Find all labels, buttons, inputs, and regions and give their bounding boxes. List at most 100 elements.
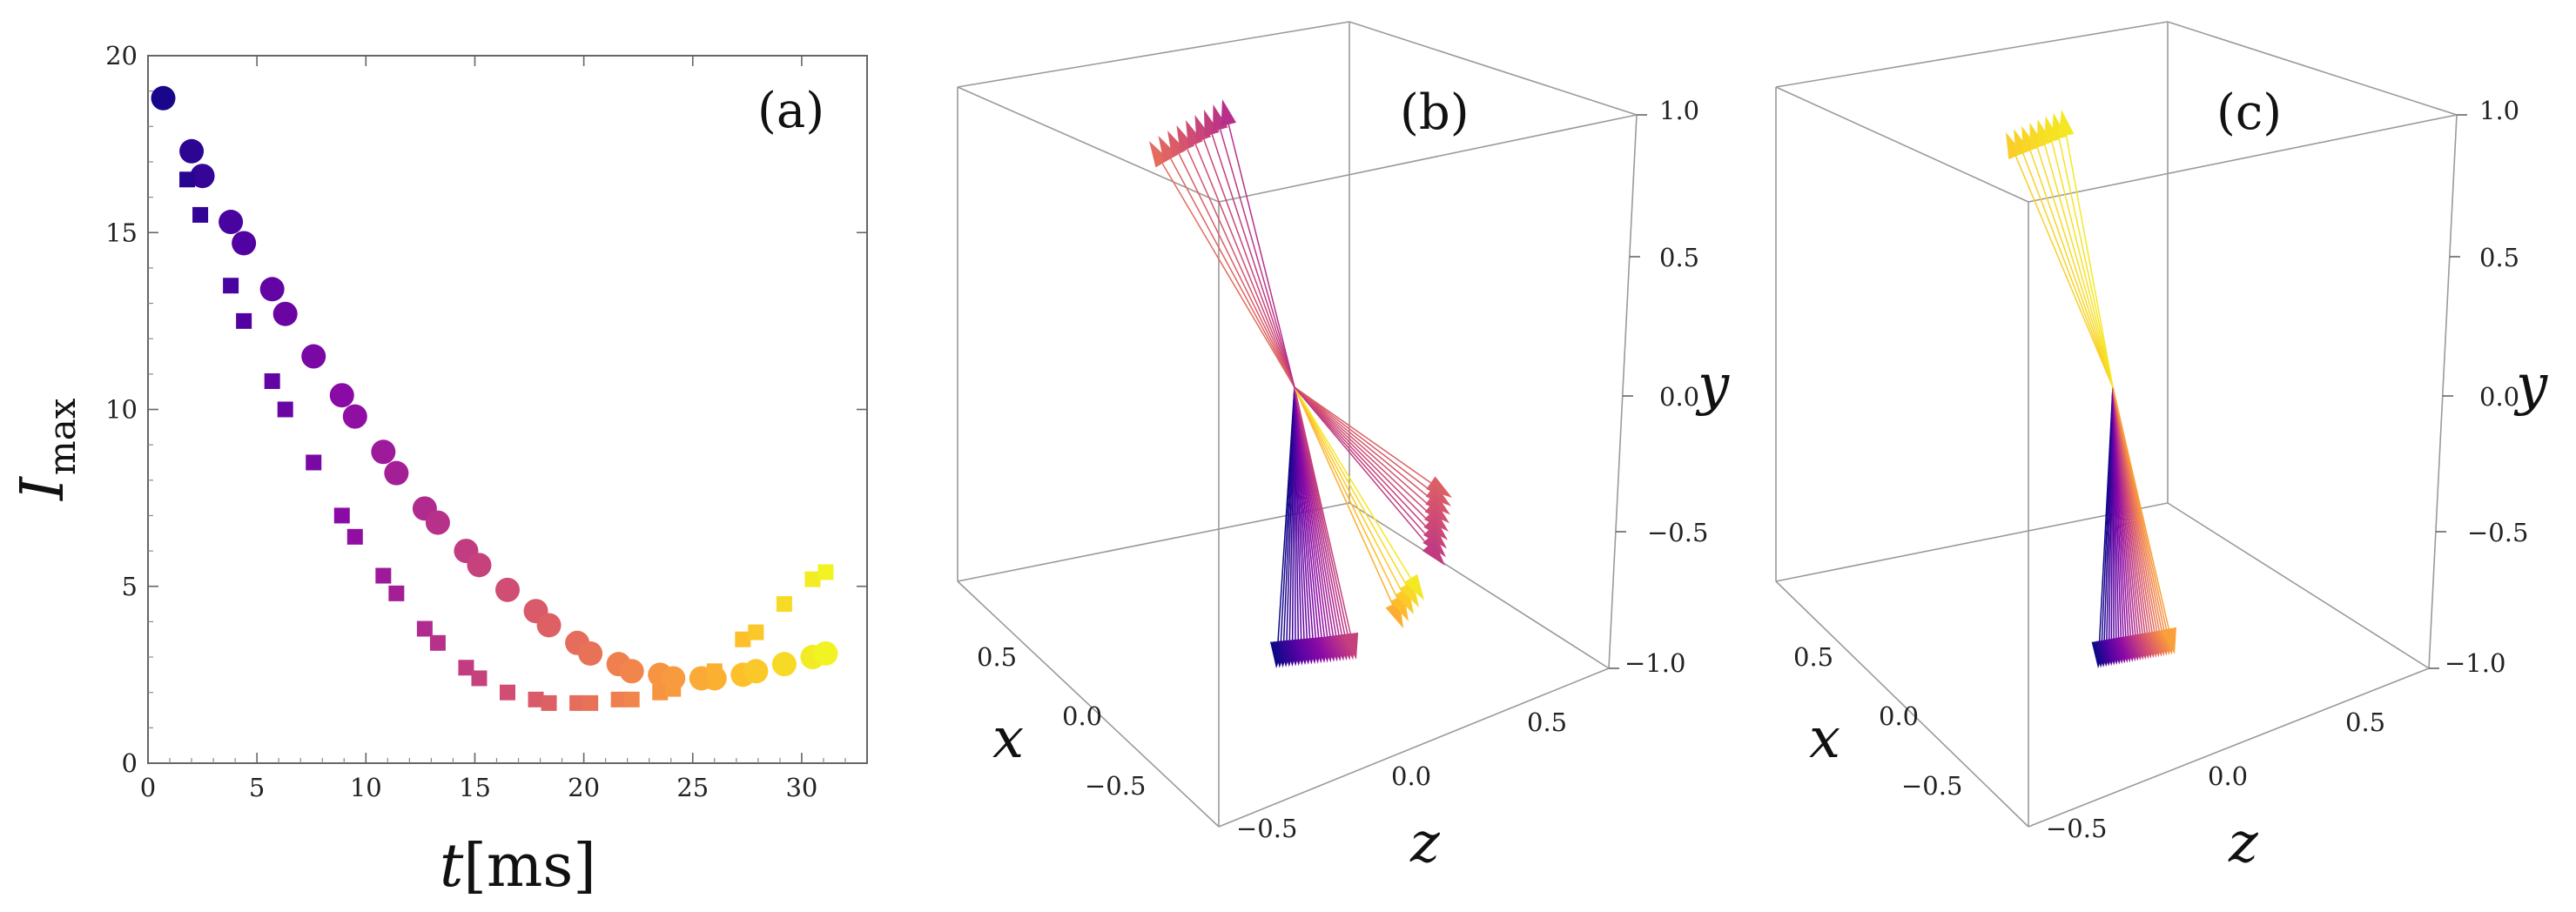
circle-point	[342, 404, 367, 429]
square-point	[236, 312, 252, 329]
panel-c-x-axis-title: x	[1809, 707, 1840, 771]
panel-a-label: (a)	[757, 83, 824, 139]
circle-point	[813, 640, 838, 666]
panel-c-box	[1775, 21, 2458, 828]
x-tick-label: 0	[140, 773, 156, 802]
panel-b: (b) 1.0 0.5 0.0 −0.5 −1.0 y 0.5 0.0 −0.5…	[957, 21, 1730, 875]
square-point	[346, 528, 363, 545]
panel-c-y-tick: 0.0	[2479, 382, 2519, 412]
x-tick-label: 30	[785, 773, 817, 802]
circle-point	[329, 383, 354, 408]
square-point	[652, 684, 669, 701]
panel-c-label: (c)	[2216, 84, 2282, 141]
circle-point	[743, 659, 769, 684]
square-point	[528, 691, 544, 707]
square-point	[388, 585, 405, 601]
panel-b-z-axis-title: z	[1409, 811, 1441, 875]
vector-arrow	[1294, 386, 1450, 515]
panel-c-y-tick: 1.0	[2479, 96, 2519, 125]
square-point	[429, 634, 446, 651]
panel-c-y-tick: −1.0	[2445, 648, 2505, 678]
y-tick-label: 10	[105, 395, 138, 425]
circle-point	[425, 510, 450, 535]
y-tick-label: 20	[105, 41, 138, 70]
square-point	[375, 567, 392, 584]
square-point	[155, 90, 172, 106]
square-point	[623, 691, 640, 707]
vector-arrow	[1194, 115, 1295, 388]
panel-c-z-tick: 0.0	[2208, 761, 2248, 791]
y-tick-label: 15	[105, 218, 138, 247]
circle-point	[495, 577, 520, 602]
panel-c-y-tick: −0.5	[2467, 518, 2528, 547]
x-tick-label: 20	[568, 773, 600, 802]
vector-arrow	[2058, 110, 2114, 388]
circle-point	[219, 210, 244, 235]
vector-arrow	[2112, 386, 2177, 654]
square-point	[776, 596, 792, 613]
panel-c-x-tick: 0.0	[1879, 701, 1919, 731]
panel-c-y-ticks: 1.0 0.5 0.0 −0.5 −1.0	[2445, 96, 2528, 678]
panel-b-z-tick: −0.5	[1236, 814, 1297, 843]
panel-b-y-ticks: 1.0 0.5 0.0 −0.5 −1.0	[1624, 96, 1708, 678]
vector-arrow	[2021, 125, 2114, 388]
vector-arrow	[1167, 131, 1295, 388]
square-point	[223, 278, 239, 294]
panel-b-y-tick: 0.5	[1659, 243, 1699, 272]
y-tick-label: 0	[122, 748, 138, 778]
square-point	[735, 631, 751, 647]
circle-point	[371, 439, 396, 465]
circle-point	[179, 138, 205, 164]
circle-point	[578, 640, 603, 666]
square-point	[665, 681, 682, 697]
square-point	[582, 694, 599, 711]
panel-b-y-tick: 1.0	[1659, 96, 1699, 125]
square-point	[610, 691, 627, 707]
vector-arrow	[1294, 386, 1449, 524]
circle-point	[384, 460, 409, 486]
vector-arrow	[2044, 116, 2114, 388]
panel-c-x-tick: 0.5	[1793, 642, 1833, 672]
panel-a: 0 5 10 15 20 25 30 0 5 10 15 20 (a) t[ms] Imax	[9, 41, 868, 901]
square-point	[748, 624, 764, 640]
panel-b-y-axis-title: y	[1695, 353, 1730, 418]
panel-b-y-tick: −1.0	[1624, 648, 1685, 678]
panel-c-z-tick: 0.5	[2345, 707, 2385, 737]
square-point	[471, 670, 488, 687]
panel-b-label: (b)	[1400, 84, 1470, 141]
panel-b-x-tick: 0.5	[977, 642, 1017, 672]
square-point	[306, 454, 322, 471]
square-point	[541, 694, 557, 711]
panel-b-y-tick: −0.5	[1647, 518, 1708, 547]
vector-arrow	[1294, 386, 1445, 566]
square-point	[706, 663, 723, 680]
circle-point	[232, 231, 257, 256]
square-point	[569, 694, 586, 711]
vector-arrow	[1294, 386, 1451, 506]
panel-c-y-axis-title: y	[2513, 353, 2548, 418]
square-point	[817, 564, 834, 580]
square-point	[179, 171, 196, 188]
panel-a-frame	[147, 55, 868, 764]
panel-c-x-ticks: 0.5 0.0 −0.5	[1793, 642, 1962, 801]
panel-b-box	[957, 21, 1638, 828]
panel-a-tick-labels: 0 5 10 15 20 25 30 0 5 10 15 20	[105, 41, 817, 802]
panel-c-y-tick: 0.5	[2479, 243, 2519, 272]
panel-c-z-tick: −0.5	[2046, 814, 2107, 843]
x-tick-label: 10	[350, 773, 382, 802]
circle-point	[272, 301, 298, 326]
panel-b-y-tick: 0.0	[1659, 382, 1699, 412]
x-tick-label: 5	[249, 773, 265, 802]
panel-b-x-tick: 0.0	[1062, 701, 1102, 731]
x-tick-label: 25	[676, 773, 709, 802]
circle-point	[190, 164, 215, 189]
square-point	[500, 684, 515, 701]
panel-c: (c) 1.0 0.5 0.0 −0.5 −1.0 y 0.5 0.0 −0.5…	[1775, 21, 2548, 875]
panel-b-vectors	[1149, 99, 1452, 668]
x-tick-label: 15	[459, 773, 491, 802]
vector-arrow	[1221, 99, 1295, 388]
circle-point	[467, 553, 492, 578]
square-point	[804, 571, 821, 587]
panel-c-z-axis-title: z	[2228, 811, 2259, 875]
